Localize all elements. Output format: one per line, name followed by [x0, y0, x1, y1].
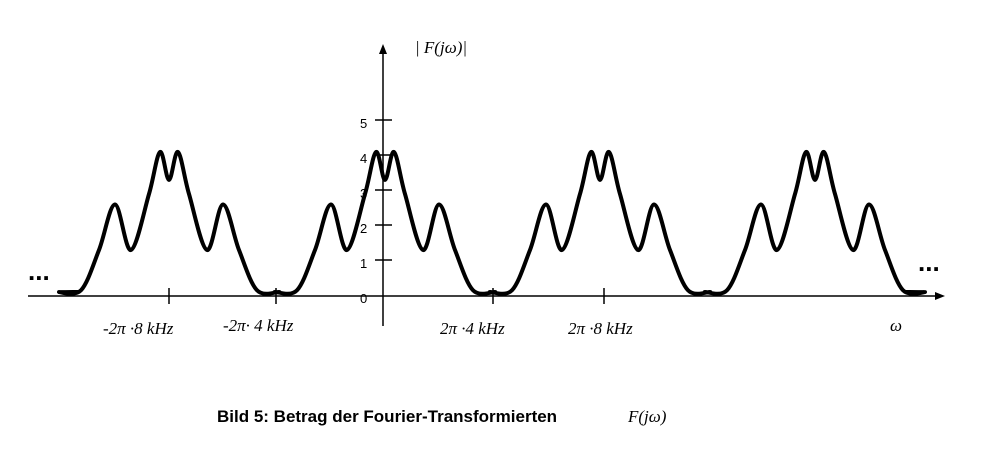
caption: Bild 5: Betrag der Fourier-Transformiert…: [217, 407, 557, 426]
x-label: -2π ·8 kHz: [103, 319, 174, 338]
y-arrow: [379, 44, 387, 54]
ellipsis: ...: [28, 256, 50, 286]
y-tick-label: 5: [360, 116, 367, 131]
y-tick-label: 2: [360, 221, 367, 236]
y-label: | F(jω)|: [415, 38, 467, 57]
x-label: -2π· 4 kHz: [223, 316, 294, 335]
axes: [28, 44, 945, 326]
x-arrow: [935, 292, 945, 300]
x-axis-label: ω: [890, 316, 902, 335]
x-label: 2π ·8 kHz: [568, 319, 633, 338]
caption-formula: F(jω): [627, 407, 667, 426]
spectrum-curve: [56, 149, 928, 296]
y-tick-label: 0: [360, 291, 367, 306]
y-tick-label: 4: [360, 151, 367, 166]
y-tick-label: 1: [360, 256, 367, 271]
ellipsis: ...: [918, 247, 940, 277]
x-label: 2π ·4 kHz: [440, 319, 505, 338]
